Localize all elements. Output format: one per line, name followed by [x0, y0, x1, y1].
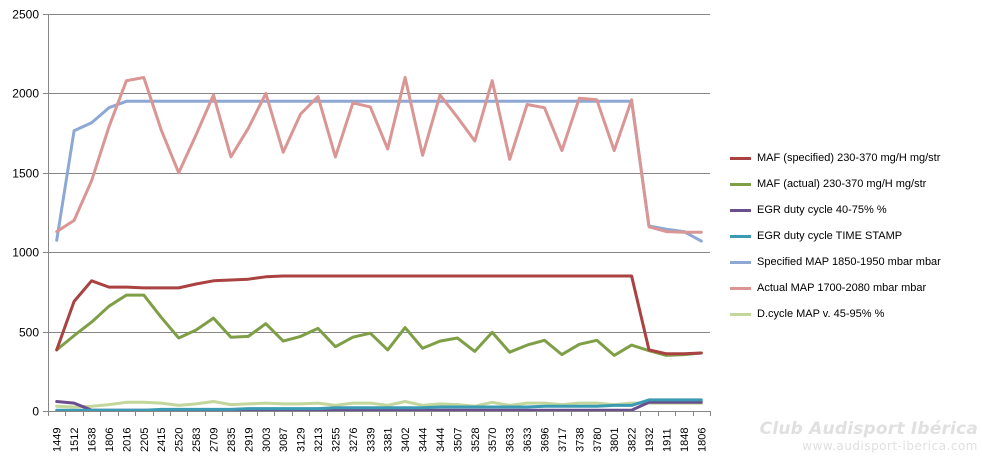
series-line	[55, 76, 703, 234]
legend-label: EGR duty cycle TIME STAMP	[757, 230, 903, 242]
legend-item: Specified MAP 1850-1950 mbar mbar	[730, 252, 980, 272]
y-tick-label: 2000	[12, 87, 39, 101]
series-lines	[55, 76, 703, 412]
legend-swatch	[730, 208, 751, 212]
gridlines	[43, 14, 710, 412]
y-tick-label: 2500	[12, 8, 39, 22]
series-line	[55, 398, 703, 412]
x-tick-label: 2520	[174, 428, 186, 452]
x-tick-label: 2205	[139, 428, 151, 452]
y-tick-label: 1000	[12, 246, 39, 260]
legend-label: D.cycle MAP v. 45-95% %	[757, 308, 885, 320]
legend-label: Specified MAP 1850-1950 mbar mbar	[757, 256, 941, 268]
x-tick-label: 2835	[226, 428, 238, 452]
legend-label: MAF (actual) 230-370 mg/H mg/str	[757, 178, 927, 190]
legend-swatch	[730, 260, 751, 264]
x-tick-label: 3633	[522, 428, 534, 452]
legend-label: Actual MAP 1700-2080 mbar mbar	[757, 282, 927, 294]
series-line	[55, 293, 703, 357]
watermark-url: www.audisport-iberica.com	[802, 439, 978, 453]
x-tick-label: 3444	[418, 428, 430, 452]
x-tick-label: 3339	[365, 428, 377, 452]
x-tick-label: 3213	[313, 428, 325, 452]
series-line	[55, 274, 703, 356]
x-tick-label: 2583	[191, 428, 203, 452]
x-tick-label: 3528	[470, 428, 482, 452]
x-tick-label: 2016	[121, 428, 133, 452]
x-tick-label: 3402	[400, 428, 412, 452]
x-tick-label: 3633	[505, 428, 517, 452]
x-tick-label: 3696	[540, 428, 552, 452]
y-tick-label: 0	[32, 405, 39, 419]
x-tick-label: 3129	[296, 428, 308, 452]
x-tick-label: 3780	[592, 428, 604, 452]
x-tick-label: 1911	[661, 428, 673, 452]
x-tick-label: 3381	[383, 428, 395, 452]
x-tick-label: 3801	[609, 428, 621, 452]
x-tick-label: 3717	[557, 428, 569, 452]
x-tick-label: 3444	[435, 428, 447, 452]
y-axis-tick-labels: 0 500 1000 1500 2000 2500	[12, 8, 39, 419]
legend-item: Actual MAP 1700-2080 mbar mbar	[730, 278, 980, 298]
x-tick-label: 2709	[209, 428, 221, 452]
x-tick-label: 1638	[87, 428, 99, 452]
x-tick-label: 1449	[52, 428, 64, 452]
legend-item: MAF (actual) 230-370 mg/H mg/str	[730, 174, 980, 194]
x-axis-tick-labels: 1449 1512 1638 1806 2016 2205 2415 2520 2583 2709…	[48, 411, 711, 452]
watermark-title: Club Audisport Ibérica	[759, 419, 978, 439]
legend: MAF (specified) 230-370 mg/H mg/str MAF (…	[730, 148, 980, 330]
x-tick-label: 3507	[452, 428, 464, 452]
x-tick-label: 1512	[69, 428, 81, 452]
legend-swatch	[730, 182, 751, 186]
legend-label: EGR duty cycle 40-75% %	[757, 204, 887, 216]
x-tick-label: 3003	[261, 428, 273, 452]
x-tick-label: 1806	[104, 428, 116, 452]
x-tick-label: 3087	[278, 428, 290, 452]
x-tick-label: 1932	[644, 428, 656, 452]
x-tick-label: 3822	[627, 428, 639, 452]
legend-swatch	[730, 286, 751, 290]
legend-item: EGR duty cycle 40-75% %	[730, 200, 980, 220]
x-tick-label: 1806	[696, 428, 708, 452]
y-tick-label: 500	[19, 326, 39, 340]
series-line	[55, 99, 703, 243]
legend-label: MAF (specified) 230-370 mg/H mg/str	[757, 152, 941, 164]
x-tick-label: 2415	[156, 428, 168, 452]
x-tick-label: 1848	[679, 428, 691, 452]
legend-swatch	[730, 156, 751, 160]
legend-item: D.cycle MAP v. 45-95% %	[730, 304, 980, 324]
x-tick-label: 2919	[243, 428, 255, 452]
series-line	[55, 400, 703, 409]
legend-item: MAF (specified) 230-370 mg/H mg/str	[730, 148, 980, 168]
x-tick-label: 3570	[487, 428, 499, 452]
y-tick-label: 1500	[12, 167, 39, 181]
watermark: Club Audisport Ibérica www.audisport-ibe…	[760, 419, 978, 453]
x-tick-label: 3276	[348, 428, 360, 452]
legend-item: EGR duty cycle TIME STAMP	[730, 226, 980, 246]
x-tick-label: 3738	[574, 428, 586, 452]
x-tick-label: 3255	[330, 428, 342, 452]
legend-swatch	[730, 312, 751, 316]
legend-swatch	[730, 234, 751, 238]
